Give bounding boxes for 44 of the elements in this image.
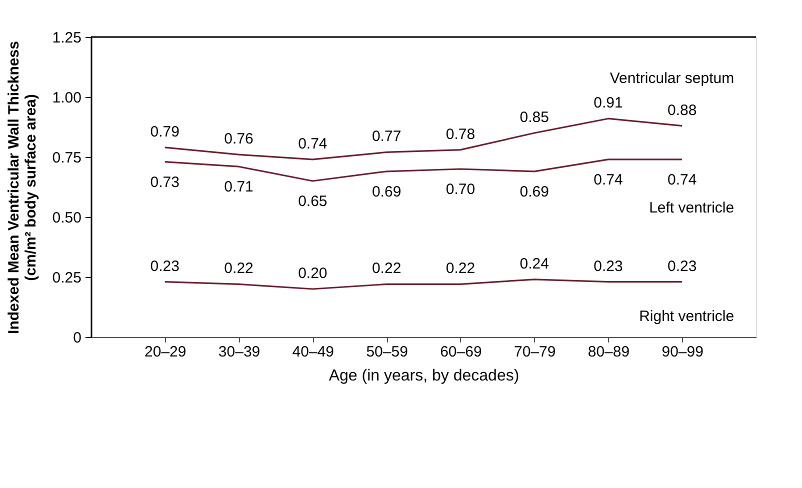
x-tick-label: 70–79	[514, 344, 556, 360]
data-label: 0.23	[594, 258, 623, 275]
data-label: 0.23	[150, 258, 180, 275]
data-label: 0.91	[594, 94, 623, 112]
y-tick-label: 1.00	[52, 90, 82, 106]
x-axis-title: Age (in years, by decades)	[328, 368, 520, 384]
x-tick-label: 50–59	[366, 344, 408, 360]
data-label: 0.85	[520, 109, 549, 126]
text: Left ventricle	[649, 199, 734, 216]
data-label: 0.74	[668, 171, 697, 188]
data-label: 0.24	[520, 255, 549, 272]
x-tick-label: 60–69	[440, 344, 482, 360]
data-label: 0.23	[668, 258, 697, 275]
data-label: 0.79	[150, 123, 180, 140]
series-label: Right ventricle	[639, 308, 734, 325]
data-label: 0.70	[446, 181, 476, 198]
data-label: 0.73	[150, 174, 180, 191]
data-label: 0.69	[520, 183, 549, 200]
data-label: 0.71	[224, 178, 254, 196]
data-label: 0.65	[298, 193, 328, 210]
data-label: 0.22	[224, 260, 254, 278]
data-label: 0.74	[298, 135, 328, 152]
data-label: 0.74	[594, 171, 623, 188]
y-tick-label: 0.25	[52, 270, 82, 286]
x-tick-label: 80–89	[588, 344, 630, 360]
y-tick-label: 0.50	[52, 210, 82, 226]
y-tick-label: 1.25	[52, 30, 82, 46]
data-label: 0.69	[372, 183, 402, 200]
data-label: 0.88	[668, 102, 697, 119]
y-tick-label: 0	[73, 330, 82, 346]
y-tick-label: 0.75	[52, 150, 82, 166]
data-label: 0.20	[298, 265, 328, 282]
data-label: 0.78	[446, 126, 476, 143]
data-label: 0.22	[372, 260, 402, 278]
data-label: 0.77	[372, 128, 402, 146]
x-tick-label: 40–49	[292, 344, 334, 360]
text: Ventricular septum	[610, 70, 734, 87]
data-label: 0.22	[446, 260, 476, 278]
line-series	[164, 278, 683, 290]
data-label: 0.76	[224, 130, 254, 148]
x-tick-label: 90–99	[662, 344, 704, 360]
x-tick-label: 30–39	[218, 344, 260, 360]
x-tick-label: 20–29	[144, 344, 186, 360]
y-axis-title: Indexed Mean Ventricular Wall Thickness (cm/m² body surface area)	[5, 41, 40, 334]
